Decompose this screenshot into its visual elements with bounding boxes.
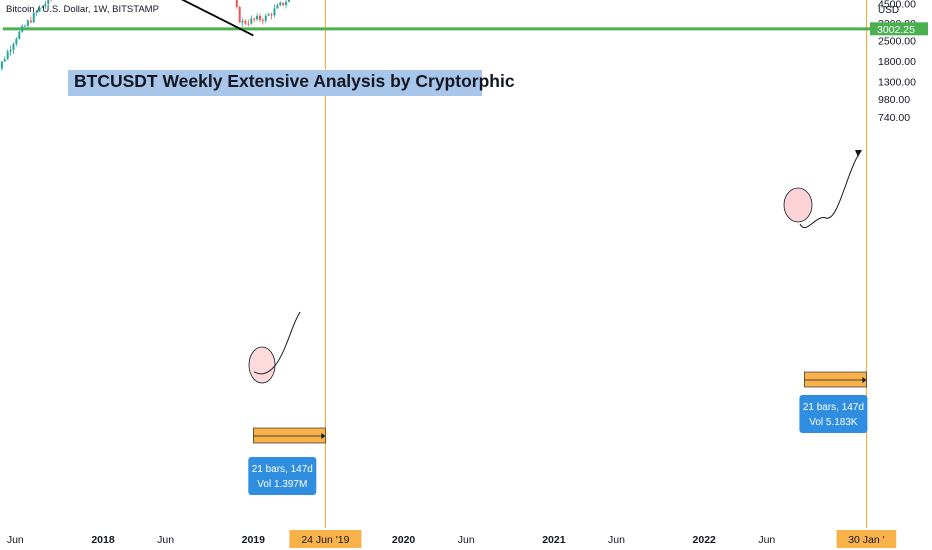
arrowhead-icon <box>321 433 326 439</box>
y-tick-label: 740.00 <box>878 112 910 124</box>
candle-body <box>9 49 12 52</box>
title-background <box>68 70 482 96</box>
currency-label: USD <box>878 5 900 16</box>
candle-body <box>238 6 241 23</box>
highlight-circle <box>248 346 276 384</box>
x-tick-label: 2019 <box>242 534 266 546</box>
candle-body <box>258 15 261 20</box>
y-tick-label: 1300.00 <box>878 76 916 88</box>
x-tick-label: 30 Jan ' <box>848 534 884 546</box>
candle-body <box>38 7 41 12</box>
range-volume-label: Vol 5.183K <box>809 417 858 428</box>
x-highlight-tag <box>836 530 897 548</box>
x-tick-label: Jun <box>7 534 24 546</box>
candle-body <box>282 2 285 5</box>
x-tick-label: 24 Jun '19 <box>301 534 349 546</box>
x-highlight-tag <box>289 530 362 548</box>
arrowhead-icon <box>862 377 867 383</box>
candle-body <box>29 20 32 23</box>
candle-body <box>235 0 238 7</box>
range-info-box <box>799 395 868 433</box>
candle-body <box>244 20 247 24</box>
candle-body <box>6 51 9 60</box>
candles <box>0 0 290 71</box>
candle-body <box>15 38 18 44</box>
symbol-label: Bitcoin / U.S. Dollar, 1W, BITSTAMP <box>6 4 159 15</box>
axes: 150000.00110000.0080000.0060000.0031500.… <box>7 0 928 548</box>
candle-body <box>41 6 44 8</box>
x-tick-label: 2020 <box>392 534 416 546</box>
highlight-circle <box>783 187 813 223</box>
range-bars-label: 21 bars, 147d <box>803 402 864 413</box>
candle-body <box>264 15 267 21</box>
candle-body <box>253 18 256 20</box>
x-tick-label: Jun <box>608 534 625 546</box>
candle-body <box>35 11 38 13</box>
candle-body <box>0 61 3 69</box>
annotations: 21 bars, 147d Vol 1.397M 21 bars, 147d Vol … <box>248 371 868 495</box>
projection-path <box>799 151 861 229</box>
price-tag-label: 3002.25 <box>877 24 915 36</box>
projection-path <box>253 311 301 375</box>
candle-body <box>32 12 35 23</box>
trendline <box>181 0 254 37</box>
candle-body <box>21 26 24 32</box>
y-tick-label: 980.00 <box>878 94 910 106</box>
y-tick-label: 1800.00 <box>878 56 916 68</box>
date-range-box <box>253 427 326 444</box>
candle-body <box>285 1 288 5</box>
candle-body <box>270 14 273 16</box>
candle-body <box>247 23 250 25</box>
candle-body <box>267 14 270 16</box>
candle-body <box>276 5 279 9</box>
price-tag <box>870 22 928 36</box>
candle-body <box>287 0 290 2</box>
candle-body <box>3 59 6 62</box>
x-tick-label: 2021 <box>542 534 566 546</box>
arrowhead-icon <box>855 150 862 157</box>
candle-body <box>47 0 50 4</box>
candle-body <box>241 20 244 23</box>
x-tick-label: 2018 <box>91 534 115 546</box>
candle-body <box>279 2 282 6</box>
x-tick-label: 2022 <box>693 534 717 546</box>
range-volume-label: Vol 1.397M <box>257 479 307 490</box>
chart-title: BTCUSDT Weekly Extensive Analysis by Cry… <box>74 71 515 91</box>
y-tick-label: 2500.00 <box>878 35 916 47</box>
candle-body <box>18 31 21 39</box>
range-info-box <box>248 457 317 495</box>
range-bars-label: 21 bars, 147d <box>252 464 313 475</box>
candle-body <box>256 15 259 20</box>
trendlines <box>181 0 862 384</box>
candle-body <box>250 18 253 24</box>
x-tick-label: Jun <box>458 534 475 546</box>
candle-body <box>12 43 15 50</box>
date-range-box <box>804 371 867 388</box>
candle-body <box>44 3 47 7</box>
y-tick-label: 4500.00 <box>878 0 916 10</box>
x-tick-label: Jun <box>758 534 775 546</box>
candle-body <box>26 20 29 26</box>
candle-body <box>273 8 276 16</box>
x-tick-label: Jun <box>157 534 174 546</box>
candle-body <box>24 25 27 27</box>
candle-body <box>261 19 264 21</box>
